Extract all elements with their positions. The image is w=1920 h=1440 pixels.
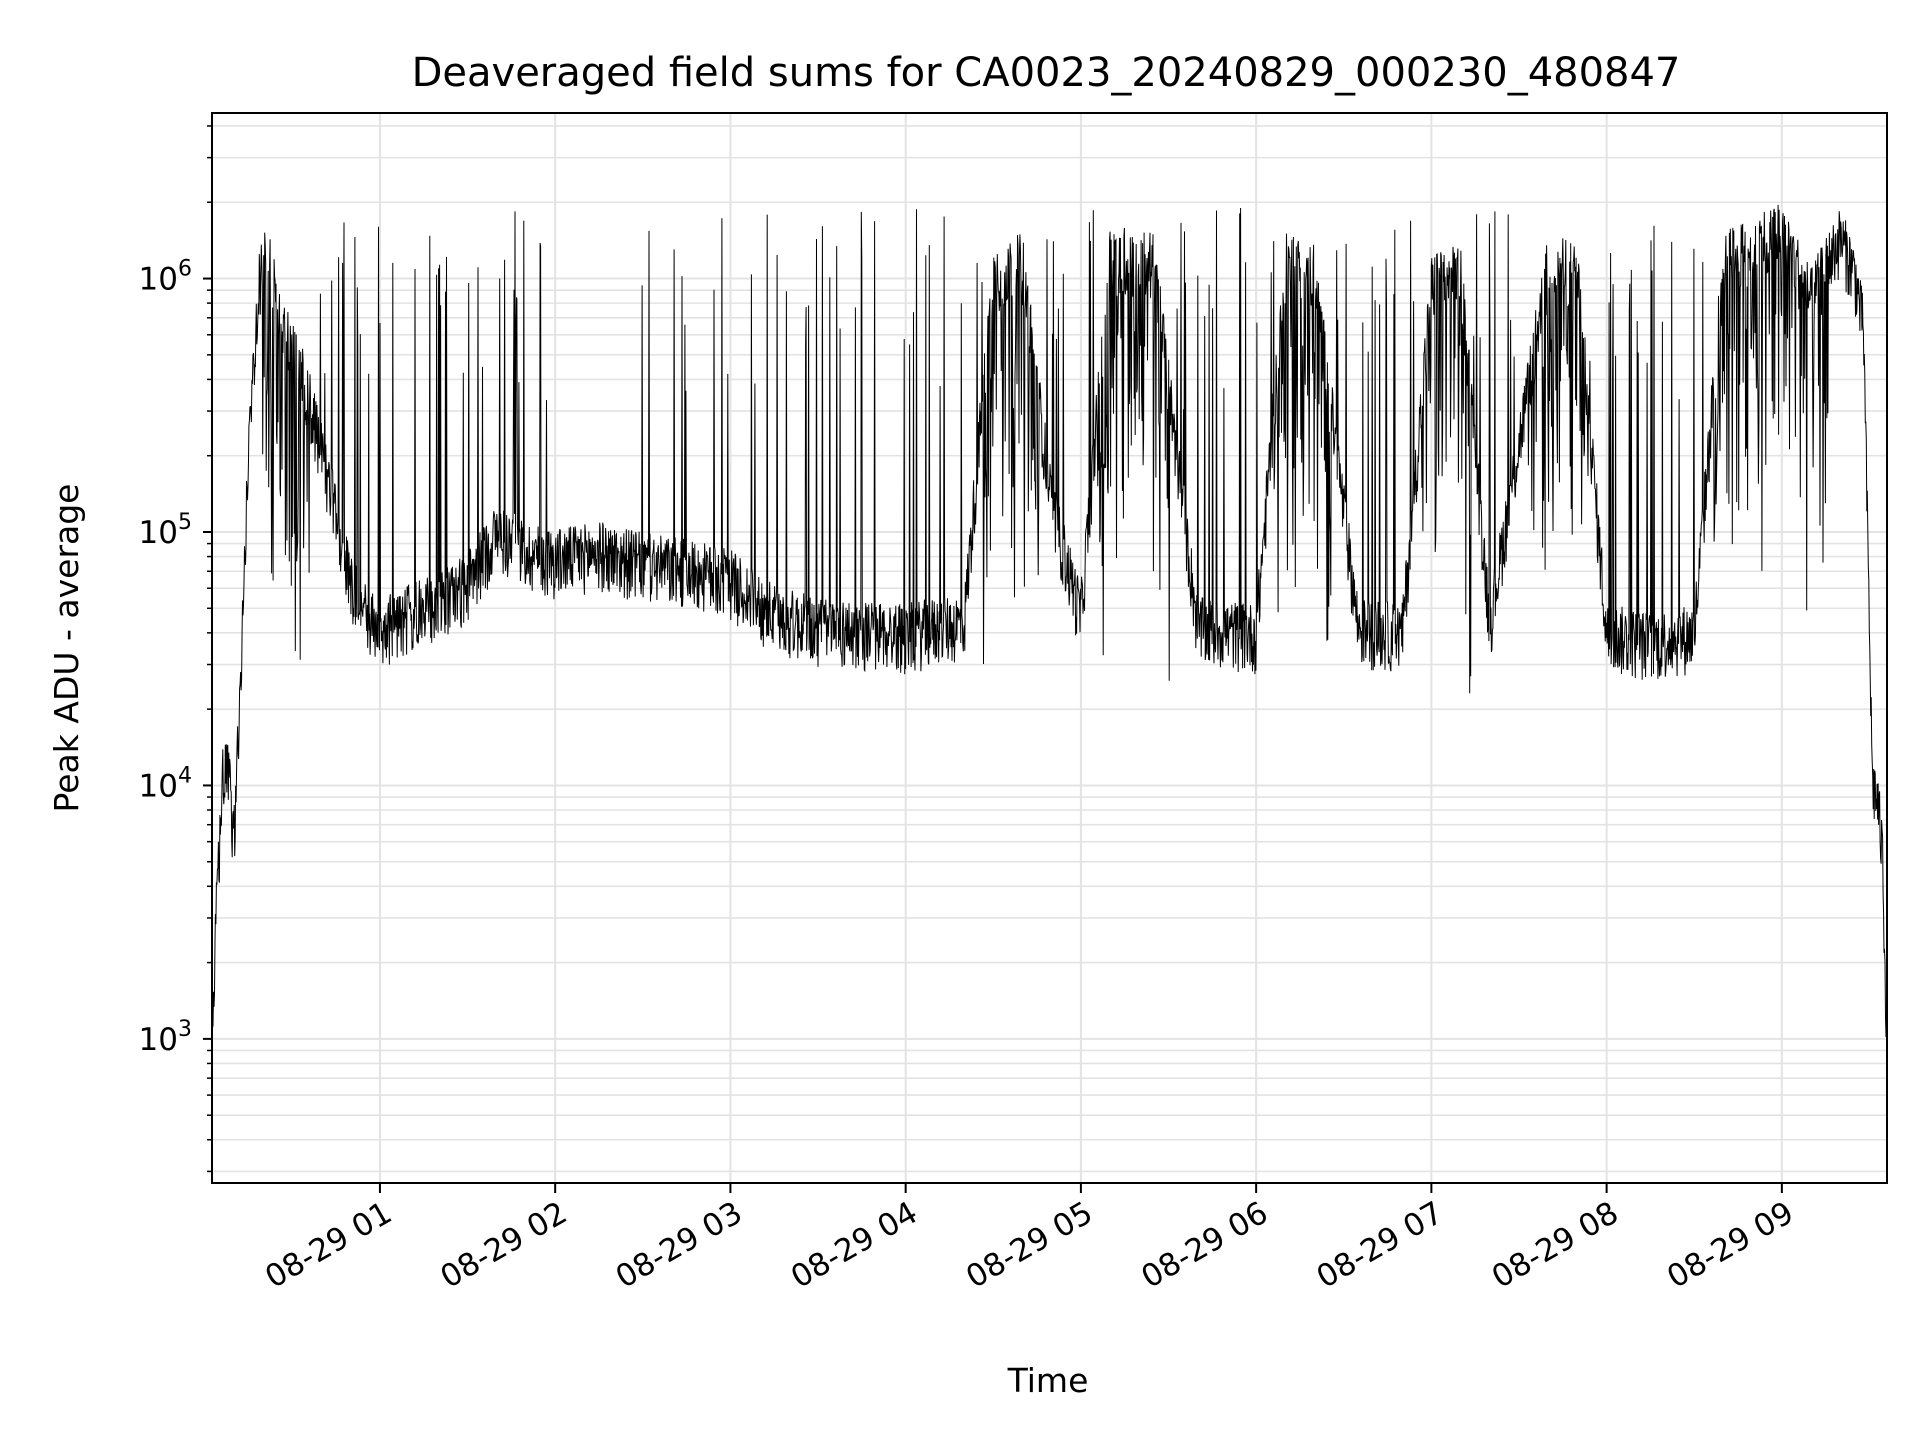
axes-frame xyxy=(211,112,1888,1184)
series-line xyxy=(212,204,1887,1059)
y-tick-label: 105 xyxy=(139,510,192,551)
chart-title: Deaveraged field sums for CA0023_2024082… xyxy=(412,50,1681,96)
plot-area xyxy=(212,204,1887,1059)
y-axis-ticks: 103 104 105 106 xyxy=(139,125,212,1173)
y-tick-label: 103 xyxy=(139,1017,192,1058)
y-axis-title: Peak ADU - average xyxy=(47,484,86,813)
y-tick-label: 104 xyxy=(139,763,192,804)
grid-lines xyxy=(212,113,1887,1183)
y-tick-label: 106 xyxy=(139,257,192,298)
x-axis-title: Time xyxy=(1007,1361,1089,1400)
